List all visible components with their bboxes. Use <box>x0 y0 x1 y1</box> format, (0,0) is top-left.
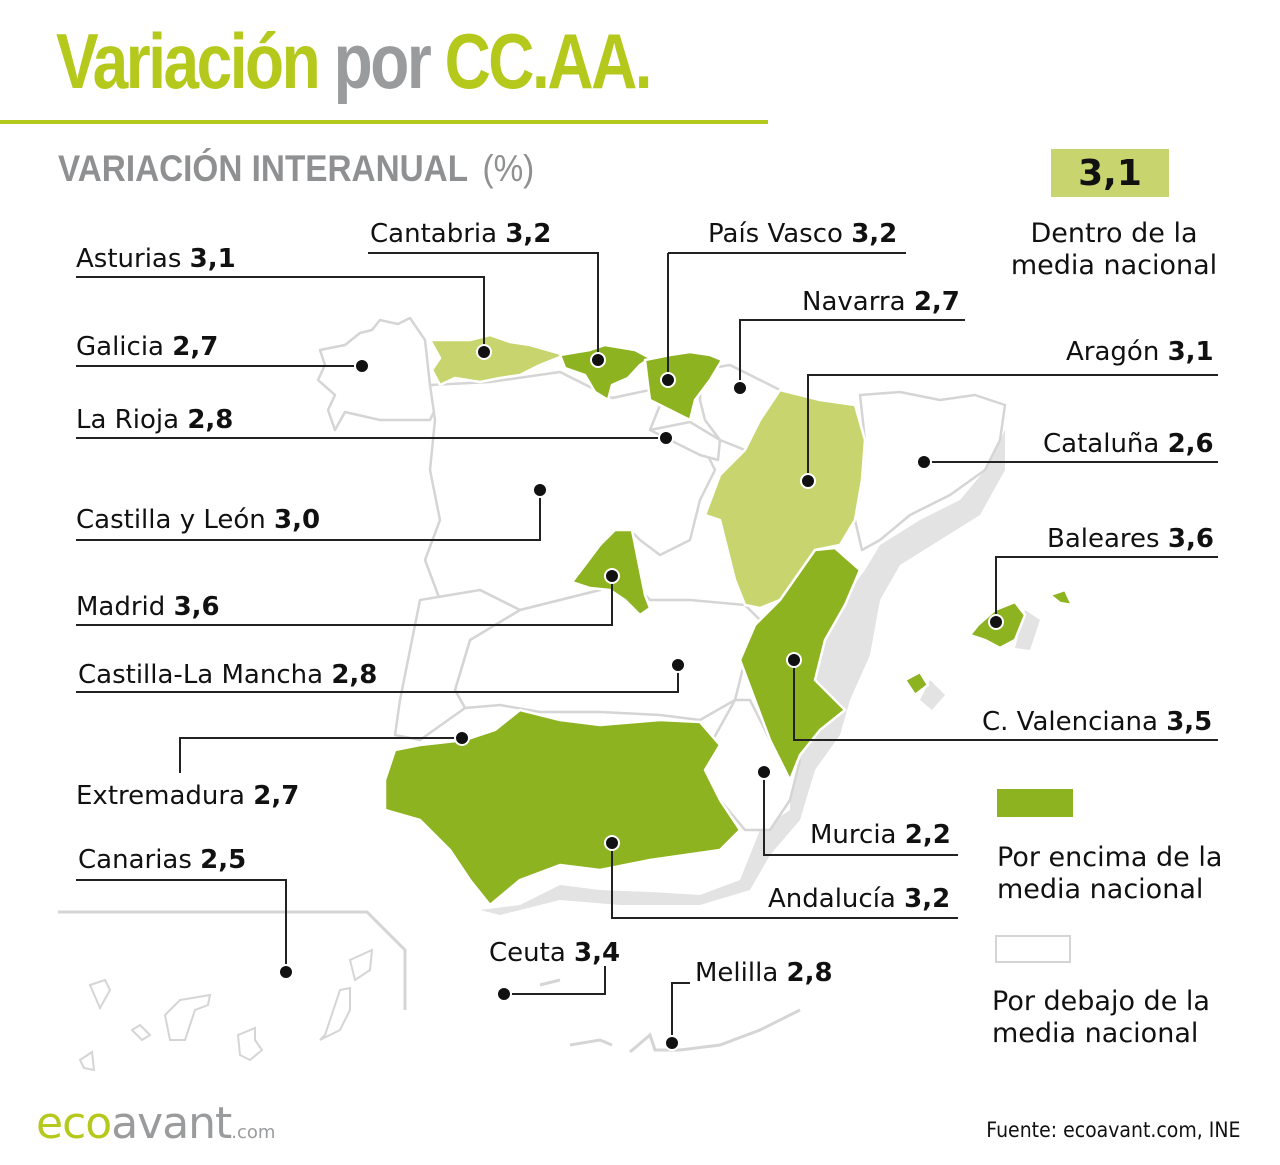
label-value: 3,2 <box>904 884 951 914</box>
label-name: Andalucía <box>768 884 896 914</box>
label-value: 2,8 <box>786 958 833 988</box>
ecoavant-logo: ecoavant.com <box>36 1098 275 1149</box>
subtitle: VARIACIÓN INTERANUAL (%) <box>58 148 534 190</box>
label-name: C. Valenciana <box>982 707 1158 737</box>
label-value: 3,6 <box>173 592 220 622</box>
region-extremadura <box>393 588 522 742</box>
label-c-valenciana: C. Valenciana 3,5 <box>982 707 1212 737</box>
label-name: Castilla y León <box>76 505 266 535</box>
region-galicia <box>316 316 444 432</box>
label-melilla: Melilla 2,8 <box>695 958 833 988</box>
label-name: La Rioja <box>76 405 180 435</box>
legend-swatch-above <box>997 789 1073 817</box>
national-mean-label: Dentro de la media nacional <box>1000 218 1228 282</box>
africa-coast-1 <box>539 978 561 987</box>
label-aragon: Aragón 3,1 <box>1066 337 1214 367</box>
label-andalucia: Andalucía 3,2 <box>768 884 950 914</box>
canarias-islands <box>78 948 374 1072</box>
label-extremadura: Extremadura 2,7 <box>76 781 299 811</box>
title-part-1: Variación <box>56 17 321 105</box>
label-value: 3,5 <box>1166 707 1213 737</box>
source-note: Fuente: ecoavant.com, INE <box>985 1118 1240 1142</box>
legend-label-below: Por debajo de la media nacional <box>992 986 1210 1050</box>
label-name: Murcia <box>810 820 897 850</box>
legend-below-line2: media nacional <box>992 1018 1199 1049</box>
label-name: Asturias <box>76 244 182 274</box>
label-value: 2,8 <box>187 405 234 435</box>
canarias-inset-frame <box>58 910 407 1010</box>
label-value: 3,1 <box>189 244 236 274</box>
label-baleares: Baleares 3,6 <box>1047 524 1214 554</box>
label-name: Ceuta <box>489 938 566 968</box>
logo-avant: avant <box>111 1098 232 1149</box>
label-value: 3,0 <box>274 505 321 535</box>
label-la-rioja: La Rioja 2,8 <box>76 405 233 435</box>
legend-swatch-below <box>995 935 1071 963</box>
leader-lines <box>76 252 1218 1043</box>
title-divider <box>0 120 768 124</box>
label-murcia: Murcia 2,2 <box>810 820 951 850</box>
label-castilla-mancha: Castilla-La Mancha 2,8 <box>78 660 377 690</box>
africa-coast-3 <box>629 1008 801 1054</box>
label-value: 2,5 <box>200 845 247 875</box>
label-name: Madrid <box>76 592 166 622</box>
label-name: Baleares <box>1047 524 1160 554</box>
label-value: 3,2 <box>851 219 898 249</box>
region-pais-vasco <box>643 350 724 422</box>
label-value: 3,4 <box>574 938 621 968</box>
africa-coast-2 <box>569 1038 613 1047</box>
logo-com: .com <box>231 1122 276 1143</box>
title-part-2: por <box>333 17 432 105</box>
label-castilla-leon: Castilla y León 3,0 <box>76 505 320 535</box>
region-baleares-ibiza <box>903 670 930 697</box>
region-andalucia <box>383 708 742 907</box>
label-name: País Vasco <box>708 219 843 249</box>
label-value: 3,2 <box>505 219 552 249</box>
national-mean-badge: 3,1 <box>1051 149 1169 197</box>
label-galicia: Galicia 2,7 <box>76 332 218 362</box>
page-title: Variación por CC.AA. <box>56 22 653 100</box>
label-cataluna: Cataluña 2,6 <box>1043 429 1214 459</box>
label-value: 2,8 <box>331 660 378 690</box>
label-navarra: Navarra 2,7 <box>802 287 960 317</box>
region-cantabria <box>558 343 652 402</box>
label-name: Aragón <box>1066 337 1160 367</box>
label-name: Galicia <box>76 332 164 362</box>
label-value: 2,2 <box>904 820 951 850</box>
label-name: Navarra <box>802 287 906 317</box>
label-value: 2,7 <box>913 287 960 317</box>
legend-above-line1: Por encima de la <box>997 842 1223 873</box>
region-castilla-leon <box>423 370 717 612</box>
region-markers <box>278 344 1004 1051</box>
region-baleares-menorca <box>1048 588 1074 607</box>
label-name: Cataluña <box>1043 429 1160 459</box>
label-name: Melilla <box>695 958 779 988</box>
label-value: 3,1 <box>1167 337 1214 367</box>
label-madrid: Madrid 3,6 <box>76 592 220 622</box>
logo-eco: eco <box>36 1098 112 1149</box>
national-mean-label-line2: media nacional <box>1010 250 1218 281</box>
legend-below-line1: Por debajo de la <box>992 986 1210 1017</box>
label-value: 3,6 <box>1167 524 1214 554</box>
legend-label-above: Por encima de la media nacional <box>997 842 1222 906</box>
region-asturias <box>428 333 567 387</box>
label-name: Canarias <box>78 845 192 875</box>
label-name: Extremadura <box>76 781 245 811</box>
title-part-3: CC.AA. <box>444 17 653 105</box>
legend-above-line2: media nacional <box>997 874 1204 905</box>
label-asturias: Asturias 3,1 <box>76 244 236 274</box>
label-name: Castilla-La Mancha <box>78 660 324 690</box>
label-cantabria: Cantabria 3,2 <box>370 219 551 249</box>
national-mean-label-line1: Dentro de la <box>1030 218 1198 249</box>
label-name: Cantabria <box>370 219 498 249</box>
label-canarias: Canarias 2,5 <box>78 845 246 875</box>
subtitle-unit: (%) <box>482 148 535 189</box>
label-value: 2,7 <box>172 332 219 362</box>
subtitle-text: VARIACIÓN INTERANUAL <box>58 148 469 189</box>
label-value: 2,7 <box>253 781 300 811</box>
label-ceuta: Ceuta 3,4 <box>489 938 620 968</box>
label-pais-vasco: País Vasco 3,2 <box>708 219 897 249</box>
label-value: 2,6 <box>1167 429 1214 459</box>
